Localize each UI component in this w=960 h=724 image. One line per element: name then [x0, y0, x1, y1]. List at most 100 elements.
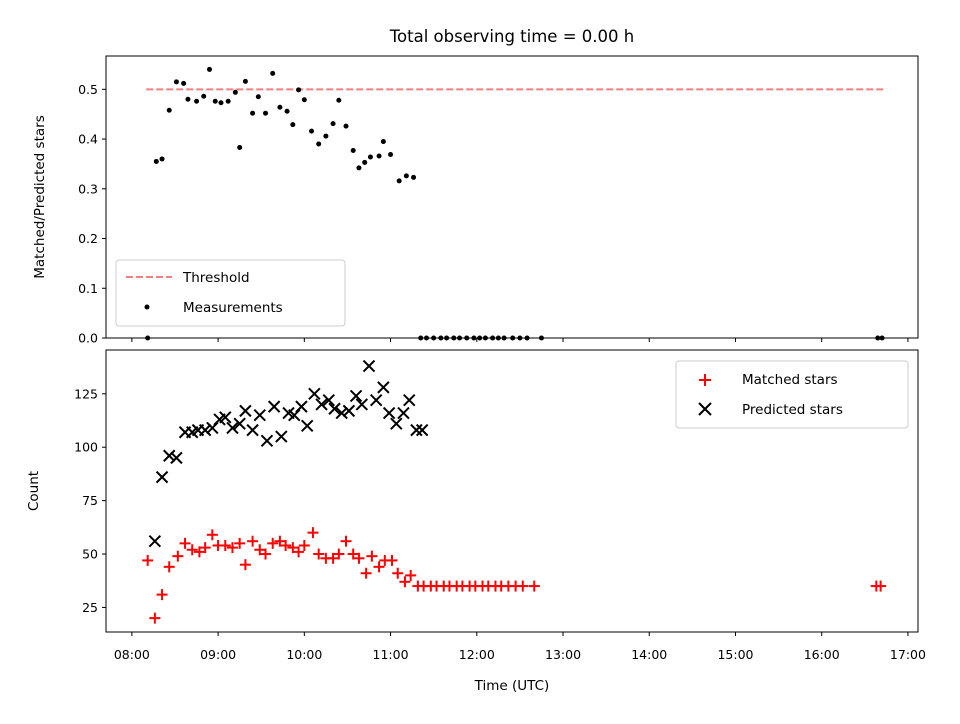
measurements-legend-swatch	[144, 304, 150, 310]
measurement-point	[159, 156, 165, 162]
matched-star-point	[517, 580, 529, 592]
matched-star-point	[163, 561, 175, 573]
matched-star-point	[340, 535, 352, 547]
x-tick-label: 15:00	[717, 647, 753, 662]
matched-star-point	[353, 552, 365, 564]
measurement-point	[212, 98, 218, 104]
matched-star-point	[405, 569, 417, 581]
x-tick-label: 09:00	[200, 647, 236, 662]
measurements-legend-label: Measurements	[183, 300, 283, 316]
chart-title: Total observing time = 0.00 h	[389, 27, 634, 46]
measurement-point	[284, 108, 290, 114]
measurement-point	[350, 147, 356, 153]
measurement-point	[206, 66, 212, 72]
predicted-star-point	[148, 534, 162, 548]
predicted-star-point	[349, 389, 363, 403]
matched-star-point	[179, 537, 191, 549]
bottom-plot-area	[142, 359, 887, 624]
measurement-point	[356, 165, 362, 171]
matched-star-point	[274, 535, 286, 547]
x-tick-label: 14:00	[631, 647, 667, 662]
predicted-star-point	[390, 417, 403, 430]
predicted-star-point	[415, 423, 429, 437]
matched-star-point	[875, 580, 887, 592]
measurement-point	[343, 123, 349, 129]
matched-star-point	[260, 548, 272, 560]
measurement-point	[201, 93, 207, 99]
bottom-legend-box	[675, 360, 909, 429]
bottom-axes: 25 50 75 100 125 08:00 09:00 10:00 11:00 12:00 13…	[26, 349, 926, 694]
predicted-legend-swatch	[698, 402, 712, 416]
measurement-point	[367, 154, 373, 160]
predicted-star-point	[239, 404, 252, 418]
matched-star-point	[399, 576, 411, 588]
measurement-point	[403, 173, 409, 179]
matched-star-point	[186, 544, 198, 556]
predicted-star-point	[260, 434, 274, 448]
x-tick-label: 08:00	[114, 647, 150, 662]
predicted-star-point	[377, 381, 390, 394]
measurement-point	[225, 98, 231, 104]
matched-star-point	[247, 535, 259, 547]
bottom-y-tick-label: 100	[74, 440, 98, 455]
predicted-star-point	[170, 451, 183, 465]
predicted-star-point	[233, 417, 246, 430]
predicted-star-point	[226, 421, 239, 435]
measurement-point	[270, 70, 276, 76]
measurement-point	[330, 121, 336, 127]
measurement-point	[232, 89, 238, 95]
matched-star-point	[360, 567, 372, 579]
matched-star-point	[392, 567, 404, 579]
top-axes-frame	[105, 55, 919, 339]
x-tick-label: 17:00	[890, 647, 926, 662]
bottom-y-tick-label: 75	[82, 493, 98, 508]
matched-star-point	[386, 554, 398, 566]
x-tick-label: 16:00	[804, 647, 840, 662]
top-y-tick-label: 0.5	[78, 82, 98, 97]
predicted-star-point	[410, 423, 423, 437]
matched-star-point	[226, 542, 238, 554]
matched-star-point	[293, 546, 305, 558]
matched-star-point	[142, 554, 154, 566]
predicted-star-point	[335, 406, 348, 420]
matched-star-point	[206, 529, 218, 541]
measurement-point	[255, 94, 261, 100]
matched-star-point	[347, 548, 359, 560]
measurement-point	[218, 100, 224, 106]
matched-star-point	[366, 550, 378, 562]
matched-star-point	[172, 550, 184, 562]
measurement-point	[194, 98, 200, 104]
predicted-star-point	[219, 411, 232, 424]
matched-star-point	[193, 546, 205, 558]
matched-star-point	[313, 548, 325, 560]
predicted-star-point	[246, 423, 259, 437]
top-axes: 0.0 0.1 0.2 0.3 0.4 0.5 Matched/Predicted sta…	[32, 55, 919, 346]
bottom-y-axis-label: Count	[26, 471, 42, 511]
bottom-y-tick-label: 125	[74, 386, 98, 401]
top-y-axis-label: Matched/Predicted stars	[32, 115, 48, 278]
measurement-point	[166, 107, 172, 113]
measurement-point	[411, 174, 417, 180]
top-y-tick-label: 0.3	[78, 181, 98, 196]
matched-star-point	[298, 539, 310, 551]
matched-star-point	[234, 537, 246, 549]
matched-legend-label: Matched stars	[742, 372, 838, 388]
measurement-point	[242, 78, 248, 84]
predicted-star-point	[295, 400, 308, 413]
top-y-tick-label: 0.4	[78, 132, 98, 147]
predicted-star-point	[322, 393, 335, 407]
top-y-tick-label: 0.1	[78, 281, 98, 296]
matched-star-point	[373, 561, 385, 573]
predicted-star-point	[198, 423, 212, 437]
bottom-y-tick-label: 50	[82, 547, 98, 562]
x-tick-label: 12:00	[459, 647, 495, 662]
bottom-y-ticks: 25 50 75 100 125	[74, 386, 106, 615]
x-tick-label: 10:00	[286, 647, 322, 662]
matched-star-point	[307, 527, 319, 539]
predicted-star-point	[163, 449, 176, 462]
measurement-point	[296, 87, 302, 93]
top-y-tick-label: 0.2	[78, 231, 98, 246]
measurement-point	[380, 139, 386, 145]
matched-star-point	[280, 539, 292, 551]
